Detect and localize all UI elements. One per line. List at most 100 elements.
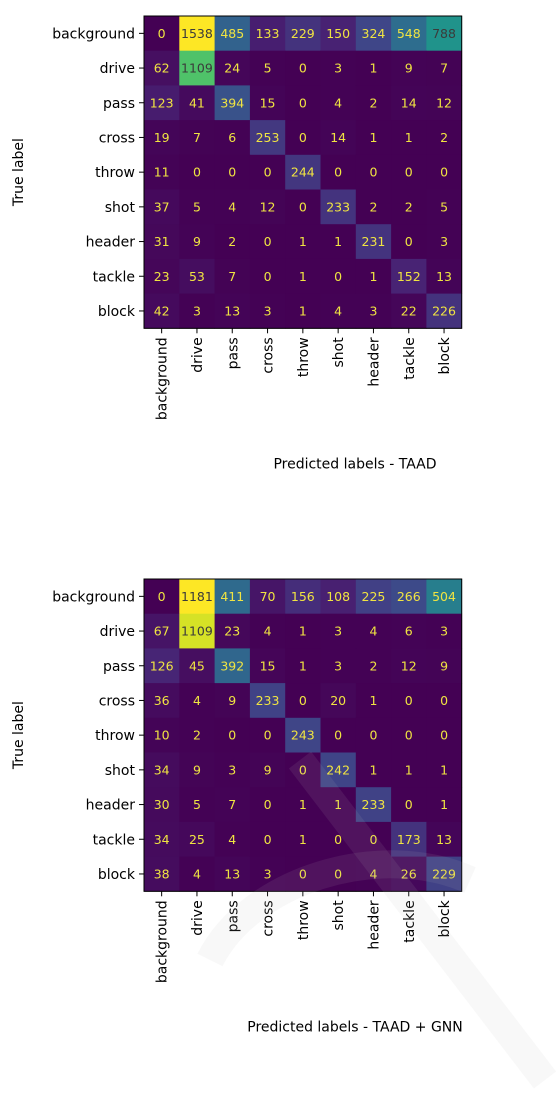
heatmap-cell (144, 648, 180, 684)
cell-value: 0 (369, 728, 377, 743)
heatmap-cell (355, 224, 392, 260)
cell-value: 25 (189, 832, 205, 847)
cell-value: 0 (334, 866, 342, 881)
cell-value: 788 (432, 26, 456, 41)
cell-value: 62 (154, 61, 170, 76)
heatmap-cell (249, 683, 286, 719)
cell-value: 392 (220, 658, 244, 673)
heatmap-cell (285, 717, 321, 753)
heatmap-cell (285, 683, 321, 719)
heatmap-cell (391, 224, 427, 260)
cell-value: 9 (440, 658, 448, 673)
heatmap-cell (426, 787, 463, 823)
heatmap-cell (214, 821, 251, 857)
cell-value: 9 (228, 693, 236, 708)
cell-value: 152 (397, 269, 421, 284)
cell-value: 504 (432, 589, 456, 604)
cell-value: 0 (334, 269, 342, 284)
heatmap-cell (249, 85, 286, 121)
heatmap-cell (391, 856, 427, 892)
cell-value: 7 (228, 269, 236, 284)
heatmap-cell (214, 717, 251, 753)
heatmap-cell (214, 752, 251, 788)
cell-value: 0 (405, 693, 413, 708)
cell-value: 1181 (181, 589, 213, 604)
heatmap-cell (355, 648, 392, 684)
heatmap-cell (320, 154, 357, 190)
heatmap-cell (214, 50, 251, 86)
cell-value: 3 (264, 866, 272, 881)
y-tick-label: pass (103, 659, 135, 675)
cell-value: 30 (154, 797, 170, 812)
heatmap-cell (214, 579, 251, 615)
heatmap-cell (144, 579, 180, 615)
heatmap-cell (391, 613, 427, 649)
cell-value: 9 (264, 762, 272, 777)
heatmap-cell (144, 50, 180, 86)
cell-value: 226 (432, 303, 456, 318)
cell-value: 1 (440, 762, 448, 777)
heatmap-cell (355, 752, 392, 788)
cell-value: 0 (405, 797, 413, 812)
cell-value: 173 (397, 832, 421, 847)
heatmap-cell (426, 856, 463, 892)
cell-value: 20 (330, 693, 346, 708)
cell-value: 485 (220, 26, 244, 41)
cell-value: 0 (369, 832, 377, 847)
cell-value: 0 (405, 234, 413, 249)
heatmap-cell (320, 648, 357, 684)
cell-value: 0 (405, 165, 413, 180)
heatmap-cell (214, 613, 251, 649)
cell-value: 13 (436, 269, 452, 284)
cell-value: 2 (369, 199, 377, 214)
heatmap-cell (179, 16, 215, 52)
heatmap-cell (144, 752, 180, 788)
heatmap-cell (214, 16, 251, 52)
y-tick-label: header (86, 235, 136, 251)
heatmap-cell (285, 787, 321, 823)
cell-value: 233 (362, 797, 386, 812)
cell-value: 225 (362, 589, 386, 604)
cell-value: 1 (369, 693, 377, 708)
heatmap-cell (355, 85, 392, 121)
heatmap-cell (285, 752, 321, 788)
x-tick-label: header (366, 900, 382, 950)
cell-value: 324 (362, 26, 386, 41)
heatmap-cell (249, 787, 286, 823)
cell-value: 42 (154, 303, 170, 318)
heatmap-cell (144, 154, 180, 190)
cell-value: 243 (291, 728, 315, 743)
heatmap-cell (391, 683, 427, 719)
x-tick-label: throw (296, 337, 312, 377)
heatmap-cell (320, 683, 357, 719)
heatmap-cell (426, 752, 463, 788)
heatmap-cell (391, 16, 427, 52)
y-tick-label: tackle (93, 832, 135, 848)
heatmap-cell (355, 683, 392, 719)
heatmap-cell (179, 50, 215, 86)
cell-value: 1 (299, 658, 307, 673)
x-tick-label: header (366, 337, 382, 387)
cell-value: 53 (189, 269, 205, 284)
heatmap-cell (144, 613, 180, 649)
cell-value: 0 (299, 866, 307, 881)
heatmap-cell (179, 579, 215, 615)
cell-value: 5 (264, 61, 272, 76)
heatmap-cell (144, 189, 180, 225)
cell-value: 9 (193, 234, 201, 249)
confusion-matrix-taad-gnn: 0 1181 411 70 156 108 225 266 504 67 1109 23 4 1 3 4 6 3 1… (0, 563, 558, 1117)
heatmap-cell (249, 752, 286, 788)
cell-value: 36 (154, 693, 170, 708)
heatmap-cell (391, 189, 427, 225)
x-tick-label: block (437, 336, 453, 374)
heatmap-cell (426, 683, 463, 719)
cell-value: 1 (369, 269, 377, 284)
y-tick-label: background (52, 589, 135, 605)
heatmap-cell (391, 821, 427, 857)
heatmap-cell (426, 717, 463, 753)
cell-value: 0 (228, 728, 236, 743)
cell-value: 0 (264, 234, 272, 249)
cell-value: 229 (291, 26, 315, 41)
cell-value: 0 (299, 130, 307, 145)
